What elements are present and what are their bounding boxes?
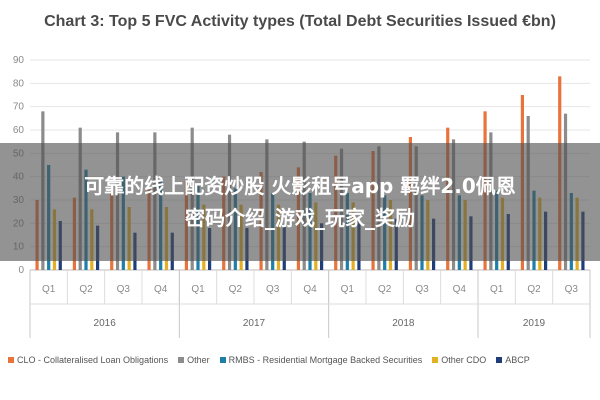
x-tick-label: Q2: [229, 284, 243, 295]
x-tick-label: Q1: [341, 284, 355, 295]
legend-swatch: [219, 357, 226, 363]
legend-item: Other: [178, 355, 210, 365]
legend-item: RMBS - Residential Mortgage Backed Secur…: [219, 355, 423, 365]
x-tick-label: Q4: [154, 284, 168, 295]
legend-label: RMBS - Residential Mortgage Backed Secur…: [228, 355, 423, 365]
x-tick-label: Q3: [415, 284, 429, 295]
banner-overlay: 可靠的线上配资炒股 火影租号app 羁绊2.0佩恩 密码介绍_游戏_玩家_奖励: [0, 143, 600, 261]
legend-item: CLO - Collateralised Loan Obligations: [8, 355, 168, 365]
x-tick-label: Q2: [527, 284, 541, 295]
x-tick-label: Q3: [117, 284, 131, 295]
legend-item: Other CDO: [432, 355, 486, 365]
x-tick-label: Q4: [453, 284, 467, 295]
banner-line-2: 密码介绍_游戏_玩家_奖励: [185, 206, 415, 230]
x-tick-label: Q2: [79, 284, 93, 295]
x-tick-label: Q3: [565, 284, 579, 295]
y-tick-label: 0: [18, 265, 24, 276]
x-tick-label: Q1: [42, 284, 56, 295]
y-tick-label: 80: [13, 78, 25, 89]
y-tick-label: 60: [13, 125, 25, 136]
legend-label: Other: [187, 355, 210, 365]
legend-swatch: [496, 357, 503, 363]
legend: CLO - Collateralised Loan Obligations Oth…: [8, 350, 598, 370]
year-label: 2016: [94, 318, 117, 329]
y-tick-label: 70: [13, 102, 25, 113]
year-label: 2019: [523, 318, 546, 329]
year-label: 2017: [243, 318, 266, 329]
chart-title: Chart 3: Top 5 FVC Activity types (Total…: [44, 13, 556, 30]
x-tick-label: Q4: [303, 284, 317, 295]
legend-swatch: [178, 357, 185, 363]
x-tick-label: Q2: [378, 284, 392, 295]
banner-line-1: 可靠的线上配资炒股 火影租号app 羁绊2.0佩恩: [84, 174, 516, 198]
legend-swatch: [8, 357, 14, 363]
x-tick-label: Q3: [266, 284, 280, 295]
year-label: 2018: [392, 318, 415, 329]
x-tick-label: Q1: [490, 284, 504, 295]
legend-label: ABCP: [505, 355, 530, 365]
legend-label: Other CDO: [441, 355, 487, 365]
y-tick-label: 90: [13, 55, 25, 66]
axes: 0102030405060708090Q1Q2Q3Q42016Q1Q2Q3Q42…: [13, 55, 591, 338]
legend-label: CLO - Collateralised Loan Obligations: [17, 355, 169, 365]
x-tick-label: Q1: [191, 284, 205, 295]
banner-text: 可靠的线上配资炒股 火影租号app 羁绊2.0佩恩 密码介绍_游戏_玩家_奖励: [15, 170, 585, 234]
legend-swatch: [432, 357, 439, 363]
legend-item: ABCP: [496, 355, 530, 365]
